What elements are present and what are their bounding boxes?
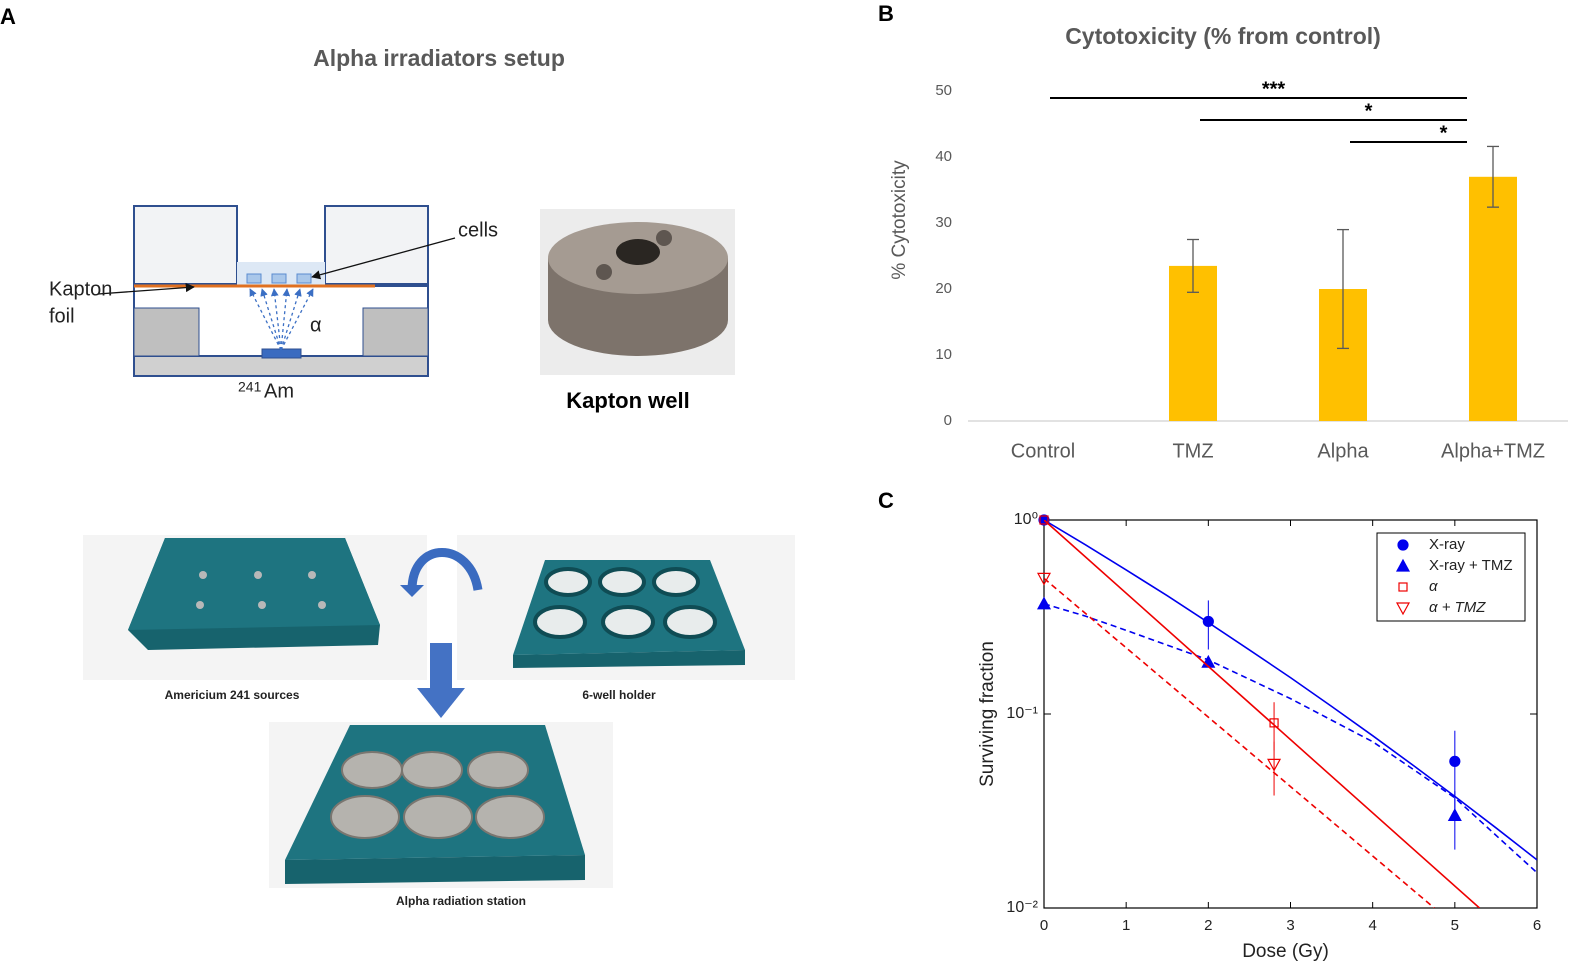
cells-label: cells: [458, 219, 498, 241]
x-tick-label: 2: [1204, 917, 1212, 934]
point: [1447, 808, 1462, 822]
plot-frame: [1043, 519, 1538, 909]
y-tick-label: 20: [935, 280, 952, 297]
x-tick-label: Control: [1011, 440, 1075, 462]
point: [1039, 515, 1049, 525]
legend-label: X-ray: [1429, 536, 1465, 553]
isotope-mass: 241: [238, 379, 262, 395]
legend-label: α: [1429, 578, 1438, 595]
fit-line: [1044, 520, 1481, 908]
photo-caption: Kapton well: [566, 388, 689, 413]
panel-a: A Alpha irradiators setup α cells: [0, 4, 795, 908]
error-bar: [1337, 228, 1349, 350]
x-tick-label: 6: [1533, 917, 1541, 934]
legend-label: X-ray + TMZ: [1429, 557, 1512, 574]
x-tick-label: 5: [1451, 917, 1459, 934]
x-tick-label: TMZ: [1172, 440, 1213, 462]
legend-marker: [1395, 602, 1411, 616]
point: [1449, 755, 1461, 767]
y-axis-label: Surviving fraction: [977, 641, 998, 787]
x-tick-label: 0: [1040, 917, 1048, 934]
photo-caption: 6-well holder: [582, 688, 656, 702]
error-bar: [1487, 145, 1499, 208]
photo-caption: Alpha radiation station: [396, 894, 526, 908]
panel-title: Alpha irradiators setup: [313, 45, 565, 71]
x-tick-label: 3: [1286, 917, 1294, 934]
point: [1036, 572, 1052, 586]
chart-title: Cytotoxicity (% from control): [1065, 23, 1381, 49]
y-tick-label: 30: [935, 214, 952, 231]
y-axis-label: % Cytotoxicity: [889, 160, 910, 280]
legend-marker: [1398, 582, 1408, 592]
isotope: Am: [264, 380, 294, 402]
alpha-label: α: [310, 314, 322, 336]
bar: [1469, 176, 1517, 421]
irradiator-diagram: α cells Kapton foil 241 Am: [49, 205, 498, 402]
x-tick-label: Alpha+TMZ: [1441, 440, 1545, 462]
significance-label: *: [1440, 122, 1448, 144]
x-tick-label: Alpha: [1317, 440, 1369, 462]
legend-label: α + TMZ: [1429, 599, 1486, 616]
station-photos: Americium 241 sources 6-well holder Alph…: [83, 535, 795, 908]
y-tick-label: 10⁻¹: [1006, 705, 1038, 722]
foil-label: Kapton: [49, 278, 112, 300]
legend-marker: [1395, 558, 1411, 572]
point: [1036, 596, 1052, 610]
significance-label: *: [1365, 100, 1373, 122]
point: [1202, 615, 1214, 628]
panel-label: B: [878, 1, 894, 26]
photo-caption: Americium 241 sources: [165, 688, 300, 702]
legend-marker: [1397, 539, 1409, 551]
x-axis-label: Dose (Gy): [1242, 941, 1329, 962]
y-tick-label: 0: [944, 412, 952, 429]
y-tick-label: 10⁰: [1014, 511, 1038, 528]
x-tick-label: 4: [1368, 917, 1376, 934]
point: [1267, 758, 1282, 772]
fit-line: [1044, 603, 1537, 874]
foil-label: foil: [49, 305, 75, 327]
x-tick-label: 1: [1122, 917, 1130, 934]
error-bar: [1187, 238, 1199, 293]
y-tick-label: 10⁻²: [1006, 899, 1038, 916]
kapton-well-photo: Kapton well: [540, 209, 735, 413]
point: [1269, 718, 1279, 728]
panel-label: C: [878, 488, 894, 513]
fit-line: [1044, 577, 1435, 908]
y-tick-label: 40: [935, 148, 952, 165]
y-tick-label: 50: [935, 82, 952, 99]
y-tick-label: 10: [935, 346, 952, 363]
panel-label: A: [0, 4, 16, 29]
significance-label: ***: [1262, 78, 1286, 100]
